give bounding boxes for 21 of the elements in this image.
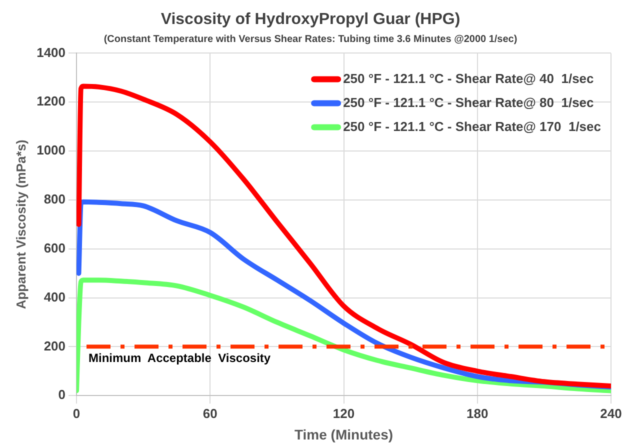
y-tick-label: 1400 [36,44,66,60]
chart-title: Viscosity of HydroxyPropyl Guar (HPG) [160,11,460,28]
y-tick-label: 200 [44,338,66,354]
x-tick-label: 180 [466,406,488,421]
x-tick-label: 0 [72,406,80,421]
y-tick-label: 1000 [36,142,66,158]
y-tick-label: 400 [44,289,66,304]
x-tick-label: 240 [600,406,622,421]
chart-subtitle: (Constant Temperature with Versus Shear Rates: Tubing time 3.6 Minutes @2000 1/sec) [104,34,518,45]
x-axis-title: Time (Minutes) [294,426,394,442]
legend-label: 250 °F - 121.1 °C - Shear Rate@ 40 1/sec [343,70,594,86]
y-tick-label: 1200 [36,94,66,109]
y-tick-label: 600 [44,240,66,256]
ref-line-label: Minimum Acceptable Viscosity [88,351,271,365]
x-tick-label: 60 [202,406,218,421]
legend-label: 250 °F - 121.1 °C - Shear Rate@ 170 1/sec [343,118,602,134]
y-tick-label: 0 [58,387,66,402]
legend-label: 250 °F - 121.1 °C - Shear Rate@ 80 1/sec [343,94,594,110]
x-tick-label: 120 [332,406,355,421]
y-axis-title: Apparent Viscosity (mPa*s) [13,140,28,310]
y-tick-label: 800 [44,192,66,207]
